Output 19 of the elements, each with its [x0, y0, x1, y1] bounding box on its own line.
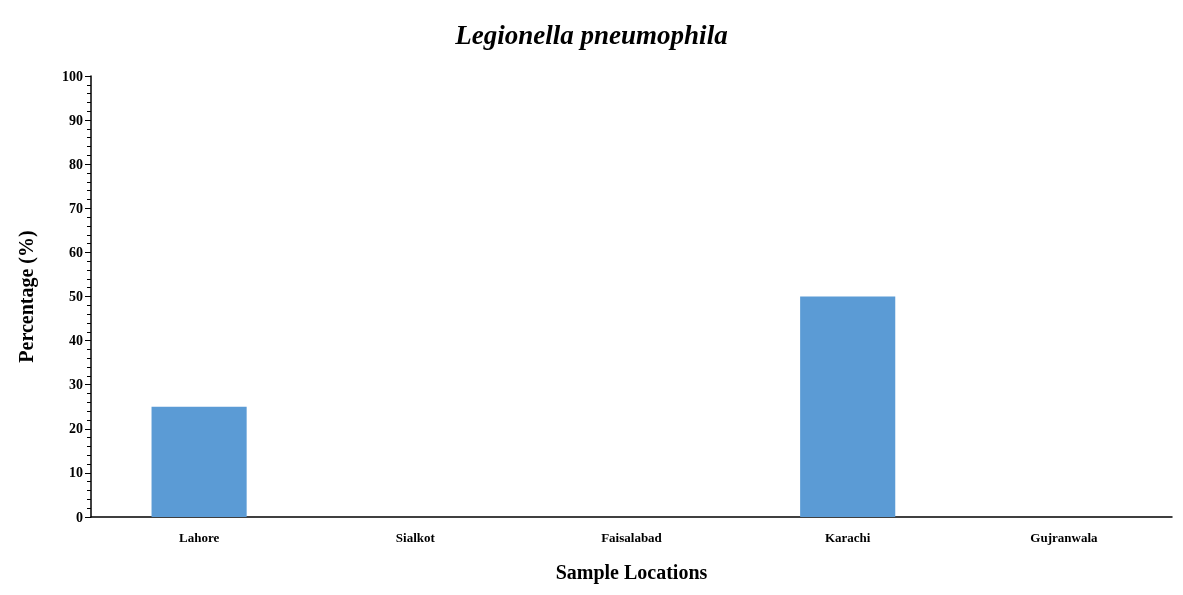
x-tick-label: Lahore [178, 530, 220, 545]
y-tick-label: 10 [69, 465, 83, 481]
chart-title: Legionella pneumophila [454, 19, 728, 50]
x-tick-label: Faisalabad [601, 530, 663, 545]
x-axis-title: Sample Locations [555, 561, 708, 584]
x-tick-label: Gujranwala [1030, 530, 1098, 545]
y-tick-label: 90 [69, 112, 83, 128]
x-tick-label: Karachi [824, 530, 871, 545]
y-tick-label: 70 [69, 200, 83, 216]
x-tick-label: Sialkot [395, 530, 436, 545]
y-tick-label: 30 [69, 377, 83, 393]
y-axis-title: Percentage (%) [15, 230, 38, 363]
y-tick-label: 50 [69, 289, 83, 304]
y-tick-label: 100 [62, 68, 83, 84]
y-tick-label: 80 [69, 156, 83, 172]
y-tick-label: 60 [69, 244, 83, 260]
y-tick-label: 20 [69, 421, 83, 437]
y-tick-label: 0 [76, 509, 83, 525]
y-tick-label: 40 [69, 333, 83, 349]
